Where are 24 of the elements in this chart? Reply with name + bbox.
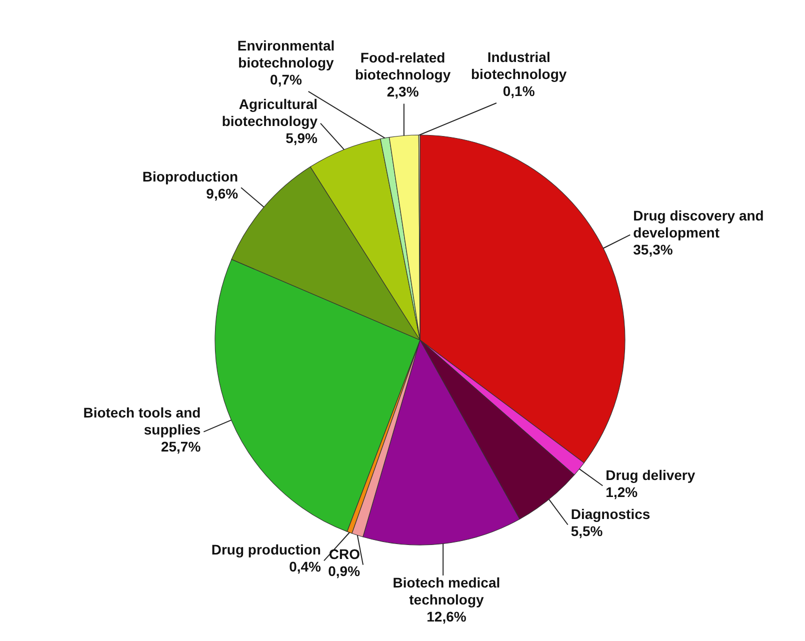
slice-label: Drug delivery bbox=[606, 466, 696, 483]
data-label: 0,1% bbox=[502, 83, 536, 99]
data-label: 0,9% bbox=[328, 562, 361, 579]
slice-label: Agricultural biotechnology bbox=[222, 96, 318, 129]
slice-label: Drug discovery and development bbox=[633, 207, 764, 240]
data-label: 5,5% bbox=[570, 522, 604, 539]
slice-label: Industrial biotechnology bbox=[470, 49, 567, 82]
slice-label: CRO bbox=[328, 546, 360, 562]
data-label: 0,7% bbox=[270, 71, 303, 88]
slice-label: Diagnostics bbox=[570, 506, 650, 522]
slice-label: Drug production bbox=[211, 542, 321, 558]
slice-label: Biotech tools and supplies bbox=[83, 404, 201, 438]
data-label: 25,7% bbox=[160, 438, 202, 454]
slice-label: Biotech medical technology bbox=[392, 574, 500, 608]
data-label: 35,3% bbox=[633, 241, 674, 258]
data-label: 0,4% bbox=[289, 558, 322, 575]
data-label: 2,3% bbox=[386, 84, 420, 100]
slice-label: Food-related biotechnology bbox=[354, 50, 451, 83]
slice-label: Bioproduction bbox=[142, 168, 238, 185]
data-label: 9,6% bbox=[206, 186, 239, 202]
slice-label: Environmental biotechnology bbox=[237, 37, 335, 70]
data-label: 1,2% bbox=[606, 484, 638, 500]
data-label: 5,9% bbox=[286, 130, 318, 146]
data-label: 12,6% bbox=[426, 608, 467, 625]
